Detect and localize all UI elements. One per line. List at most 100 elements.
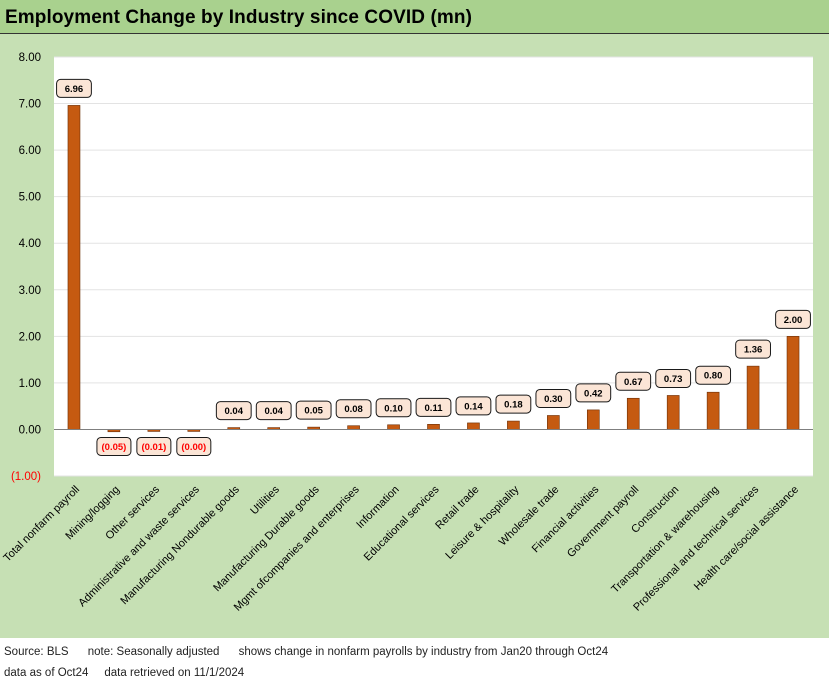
bar — [427, 424, 440, 430]
y-tick-label: 3.00 — [19, 285, 41, 297]
data-label-text: 0.11 — [425, 403, 444, 414]
note-text: note: Seasonally adjusted — [87, 646, 220, 658]
data-label-box — [495, 394, 532, 414]
data-label-text: 6.96 — [65, 84, 84, 95]
data-label-box — [176, 436, 212, 456]
y-axis-tick-labels: 8.00 7.00 6.00 5.00 4.00 3.00 2.00 1.00 0.00 (1.0… — [11, 52, 41, 483]
bar — [626, 397, 640, 430]
y-tick-label: 5.00 — [19, 192, 41, 204]
data-label: 0.67 — [615, 371, 652, 391]
data-label-box — [295, 400, 332, 420]
source-text: Source: BLS — [4, 646, 69, 658]
data-label-text: 0.73 — [664, 374, 683, 385]
data-label: 0.04 — [255, 401, 292, 421]
data-label: 0.18 — [495, 394, 532, 414]
bar — [387, 424, 400, 430]
bar — [786, 336, 800, 430]
data-label-text: 0.08 — [344, 404, 363, 415]
data-label-box — [56, 78, 92, 98]
bar — [67, 105, 81, 430]
data-label-text: 2.00 — [784, 315, 803, 326]
bar — [706, 391, 720, 430]
data-label-text: (0.05) — [102, 442, 127, 453]
data-label: 0.04 — [215, 401, 252, 421]
data-label-text: 0.30 — [544, 394, 563, 405]
description-text: shows change in nonfarm payrolls by indu… — [238, 646, 609, 658]
bar-chart: 8.00 7.00 6.00 5.00 4.00 3.00 2.00 1.00 0.00 (1.0… — [1, 52, 813, 614]
y-tick-label: 2.00 — [19, 331, 41, 343]
retrieved-text: data retrieved on 11/1/2024 — [104, 667, 245, 679]
x-tick-label: Leisure & hospitality — [443, 483, 521, 561]
data-label: 0.05 — [295, 400, 332, 420]
y-tick-label: (1.00) — [11, 471, 41, 483]
data-label: (0.00) — [176, 436, 212, 456]
y-tick-label: 4.00 — [19, 238, 41, 250]
bar — [586, 409, 600, 430]
data-label: 0.42 — [575, 383, 612, 403]
gridlines — [54, 56, 813, 477]
data-label: 0.10 — [375, 398, 412, 418]
data-label-text: 0.10 — [384, 403, 403, 414]
data-label: 6.96 — [56, 78, 92, 98]
data-label: (0.01) — [136, 436, 172, 456]
bar — [666, 395, 680, 430]
data-label-box — [775, 309, 811, 329]
data-label-text: 0.18 — [504, 400, 523, 411]
data-label-box — [695, 365, 732, 385]
x-tick-label: Financial activities — [530, 483, 602, 555]
data-label-box — [215, 401, 252, 421]
title-band: Employment Change by Industry since COVI… — [0, 0, 829, 34]
data-label-text: 0.05 — [304, 406, 323, 417]
data-label: 0.14 — [455, 396, 492, 416]
data-label: (0.05) — [96, 436, 132, 456]
data-label-box — [455, 396, 492, 416]
x-tick-label: Educational services — [362, 483, 442, 563]
y-tick-label: 1.00 — [19, 378, 41, 390]
data-label-text: 0.04 — [225, 406, 244, 417]
data-as-of-text: data as of Oct24 — [4, 667, 89, 679]
data-label: 1.36 — [735, 339, 771, 359]
data-labels: 6.96 (0.05) (0.01) (0.00) 0.04 0.04 0.05 0.08 0.… — [56, 78, 811, 456]
data-label-text: 0.42 — [584, 388, 603, 399]
data-label-box — [535, 388, 572, 408]
data-label-box — [615, 371, 652, 391]
chart-title: Employment Change by Industry since COVI… — [5, 7, 473, 28]
data-label-box — [375, 398, 412, 418]
data-label-box — [735, 339, 771, 359]
y-tick-label: 8.00 — [19, 52, 41, 64]
x-tick-label: Government payroll — [565, 484, 641, 560]
bar — [347, 425, 360, 430]
data-label-box — [575, 383, 612, 403]
data-label-box — [415, 397, 452, 417]
data-label-box — [335, 399, 372, 419]
data-label: 2.00 — [775, 309, 811, 329]
data-label-text: 0.04 — [264, 406, 283, 417]
bar — [746, 365, 760, 430]
data-label-box — [255, 401, 292, 421]
data-label-text: 0.67 — [624, 377, 643, 388]
x-tick-label: Total nonfarm payroll — [1, 484, 82, 565]
data-label-text: (0.01) — [141, 442, 166, 453]
bar — [507, 420, 520, 430]
y-tick-label: 6.00 — [19, 145, 41, 157]
data-label-text: 1.36 — [744, 345, 763, 356]
data-label: 0.11 — [415, 397, 452, 417]
data-label-text: (0.00) — [181, 442, 206, 453]
footer-line-1: Source: BLS note: Seasonally adjusted sh… — [4, 646, 608, 658]
data-label-text: 0.14 — [464, 401, 483, 412]
data-label-box — [655, 368, 692, 388]
data-label: 0.80 — [695, 365, 732, 385]
data-label: 0.30 — [535, 388, 572, 408]
data-label-box — [96, 436, 132, 456]
data-label-text: 0.80 — [704, 371, 723, 382]
data-label: 0.08 — [335, 399, 372, 419]
data-label: 0.73 — [655, 368, 692, 388]
x-tick-label: Utilities — [248, 483, 282, 517]
footer-line-2: data as of Oct24 data retrieved on 11/1/… — [4, 667, 244, 679]
bar — [547, 415, 560, 430]
data-label-box — [136, 436, 172, 456]
bar — [467, 422, 480, 430]
x-axis-category-labels: Total nonfarm payrollMining/loggingOther… — [1, 483, 801, 613]
y-tick-label: 7.00 — [19, 99, 41, 111]
y-tick-label: 0.00 — [19, 424, 41, 436]
